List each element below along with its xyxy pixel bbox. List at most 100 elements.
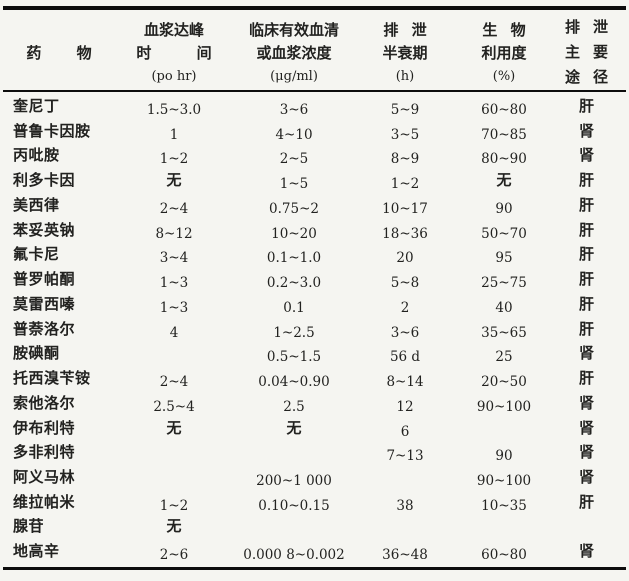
table-row: 维拉帕米 1~2 0.10~0.15 38 10~35 肝 [0,491,629,516]
drug-name-cell: 阿义马林 [13,468,76,487]
bioavailability-cell: 90~100 [476,473,532,490]
bioavailability-cell: 90~100 [476,398,532,415]
excretion-route-cell: 肾 [578,542,594,561]
concentration-cell: 0.2~3.0 [266,275,322,292]
half-life-cell: 7~13 [386,448,424,465]
header-peak-time: 血浆达峰 时 间 (po hr) [118,10,230,90]
drug-name-cell: 伊布利特 [13,418,76,437]
peak-time-cell: 3~4 [159,250,189,267]
table-body: 奎尼丁 1.5~3.0 3~6 5~9 60~80 肝 普鲁卡因胺 1 4~10… [0,95,629,565]
drug-name-cell: 普罗帕酮 [13,270,76,289]
half-life-cell: 5~9 [390,102,420,118]
bioavailability-cell: 25 [495,349,513,366]
bioavailability-cell: 80~90 [481,151,527,168]
concentration-cell: 0.1~1.0 [266,250,322,267]
drug-name-cell: 索他洛尔 [13,393,76,412]
table-row: 美西律 2~4 0.75~2 10~17 90 肝 [0,194,629,219]
bioavailability-cell: 20~50 [481,374,527,391]
table-row: 阿义马林 200~1 000 90~100 肾 [0,466,629,491]
excretion-route-cell: 肝 [578,171,594,190]
concentration-cell: 0.5~1.5 [266,349,322,366]
excretion-route-cell: 肾 [578,443,594,462]
half-life-cell: 18~36 [382,225,428,242]
concentration-cell: 0.75~2 [269,200,319,217]
drug-name-cell: 托西溴苄铵 [13,369,91,388]
excretion-route-cell [556,515,629,540]
excretion-route-cell: 肾 [578,146,594,165]
peak-time-cell: 1~3 [159,299,189,316]
table-row: 胺碘酮 0.5~1.5 56 d 25 肾 [0,342,629,367]
peak-time-cell: 2~4 [159,374,189,391]
bioavailability-cell: 90 [495,200,513,217]
excretion-route-cell: 肝 [578,220,594,239]
table-row: 普罗帕酮 1~3 0.2~3.0 5~8 25~75 肝 [0,268,629,293]
header-route-col2: 泄 要 径 [593,18,609,86]
table-top-border [3,6,626,10]
bioavailability-cell: 10~35 [481,497,527,514]
header-peak-line1: 血浆达峰 [143,21,204,39]
bioavailability-cell: 70~85 [481,126,527,143]
excretion-route-cell: 肝 [578,97,594,115]
table-row: 托西溴苄铵 2~4 0.04~0.90 8~14 20~50 肝 [0,367,629,392]
header-bio-line2: 利用度 [481,44,527,62]
peak-time-cell: 无 [166,517,182,536]
bioavailability-cell: 无 [496,171,512,190]
header-bioavailability: 生 物 利用度 (%) [452,10,556,90]
bioavailability-cell: 50~70 [481,225,527,242]
drug-name-cell: 莫雷西嗪 [13,294,76,313]
table-header: 药 物 血浆达峰 时 间 (po hr) 临床有效血清 或血浆浓度 (μg/ml… [0,10,629,90]
drug-name-cell: 普鲁卡因胺 [13,121,91,140]
bioavailability-cell [452,515,556,540]
concentration-cell: 1~2.5 [273,324,315,341]
concentration-cell: 0.04~0.90 [258,374,330,391]
half-life-cell: 5~8 [390,275,420,292]
drug-name-cell: 胺碘酮 [13,344,60,363]
excretion-route-cell: 肾 [578,393,594,412]
header-drug-label: 药 物 [26,44,92,62]
concentration-cell: 0.10~0.15 [258,497,330,514]
half-life-cell: 56 d [389,349,421,366]
drug-name-cell: 氟卡尼 [13,245,60,264]
peak-time-cell: 4 [169,324,179,341]
concentration-cell: 无 [286,418,302,437]
table-bottom-border [3,567,626,570]
table-row: 苯妥英钠 8~12 10~20 18~36 50~70 肝 [0,219,629,244]
excretion-route-cell: 肝 [578,195,594,214]
concentration-cell: 200~1 000 [256,473,332,490]
excretion-route-cell: 肾 [578,418,594,437]
peak-time-cell [118,342,230,367]
half-life-cell: 3~5 [390,126,420,143]
half-life-cell: 1~2 [390,176,420,193]
half-life-cell: 2 [400,299,410,316]
half-life-cell: 3~6 [390,324,420,341]
table-row: 腺苷 无 [0,515,629,540]
table-row: 索他洛尔 2.5~4 2.5 12 90~100 肾 [0,392,629,417]
half-life-cell: 36~48 [382,547,428,564]
header-half-unit: (h) [395,69,415,84]
table-row: 伊布利特 无 无 6 肾 [0,417,629,442]
table-row: 地高辛 2~6 0.000 8~0.002 36~48 60~80 肾 [0,540,629,565]
drug-name-cell: 苯妥英钠 [13,220,76,239]
concentration-cell: 1~5 [279,176,309,193]
half-life-cell: 8~9 [390,151,420,168]
bioavailability-cell: 60~80 [481,102,527,118]
excretion-route-cell: 肝 [578,270,594,289]
half-life-cell [358,466,452,491]
half-life-cell: 10~17 [382,200,428,217]
excretion-route-cell: 肝 [578,294,594,313]
concentration-cell [230,441,358,466]
bioavailability-cell [452,417,556,442]
bioavailability-cell: 95 [495,250,513,267]
drug-name-cell: 丙吡胺 [13,146,60,165]
bioavailability-cell: 40 [495,299,513,316]
table-row: 莫雷西嗪 1~3 0.1 2 40 肝 [0,293,629,318]
half-life-cell: 6 [400,423,410,440]
excretion-route-cell: 肾 [578,344,594,363]
peak-time-cell: 无 [166,171,182,190]
peak-time-cell: 1~3 [159,275,189,292]
excretion-route-cell: 肝 [578,369,594,388]
header-bio-line1: 生 物 [482,21,526,39]
table-row: 丙吡胺 1~2 2~5 8~9 80~90 肾 [0,144,629,169]
drug-name-cell: 美西律 [13,195,60,214]
